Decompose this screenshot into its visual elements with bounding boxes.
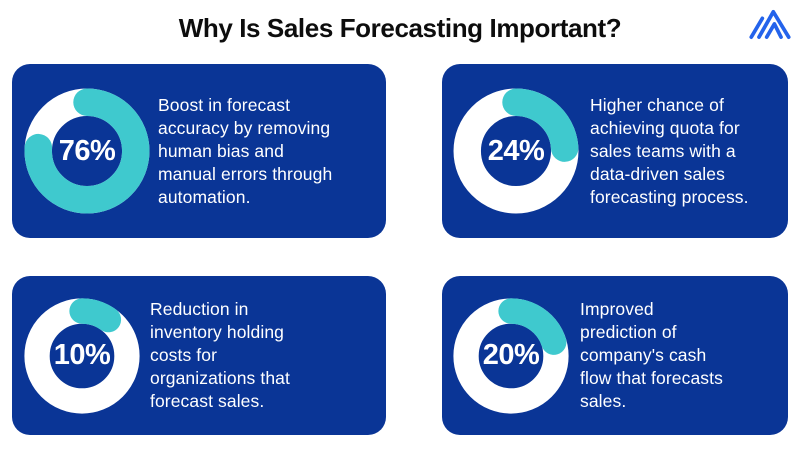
stat-description: Reduction in inventory holding costs for… [150,299,290,411]
donut-percentage: 24% [487,134,545,167]
donut-chart-24: 24% [452,87,580,215]
stat-description: Higher chance of achieving quota for sal… [590,94,749,207]
stat-description: Improved prediction of company's cash fl… [580,299,723,411]
donut-percentage: 76% [58,134,116,167]
stat-card-quota-achievement: 24% Higher chance of achieving quota for… [442,64,788,238]
donut-percentage: 10% [53,339,111,371]
stat-card-inventory-costs: 10% Reduction in inventory holding costs… [12,276,386,435]
donut-chart-20: 20% [452,297,570,415]
donut-ring [24,88,150,214]
brand-logo [748,4,792,46]
donut-ring [24,297,140,414]
donut-ring [453,297,569,414]
page-title: Why Is Sales Forecasting Important? [178,13,622,43]
donut-chart-76: 76% [23,87,151,215]
donut-chart-10: 10% [23,297,141,415]
donut-ring [453,88,579,214]
stat-card-forecast-accuracy: 76% Boost in forecast accuracy by removi… [12,64,386,238]
stat-description: Boost in forecast accuracy by removing h… [158,94,333,207]
stat-card-cash-flow: 20% Improved prediction of company's cas… [442,276,788,435]
mountain-peaks-icon [749,9,791,39]
donut-percentage: 20% [482,339,540,371]
